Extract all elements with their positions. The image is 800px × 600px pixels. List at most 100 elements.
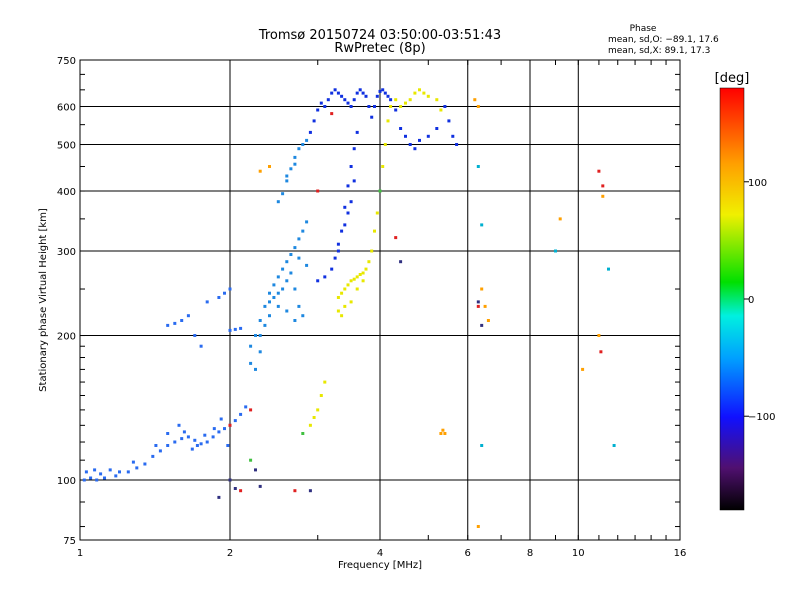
data-point: [386, 94, 390, 98]
data-point: [346, 101, 350, 105]
data-point: [190, 447, 194, 451]
data-point: [364, 94, 368, 98]
y-tick-label: 500: [57, 141, 76, 152]
colorbar-tick-label: 0: [748, 295, 754, 306]
data-point: [375, 211, 379, 215]
data-point: [352, 277, 356, 281]
data-point: [480, 323, 484, 327]
data-point: [404, 101, 407, 105]
data-point: [308, 130, 312, 134]
data-point: [336, 91, 340, 95]
data-point: [268, 165, 271, 168]
data-point: [212, 427, 216, 431]
x-tick-label: 4: [377, 548, 383, 559]
data-point: [399, 105, 403, 108]
data-point: [394, 98, 398, 102]
data-point: [205, 440, 209, 444]
data-point: [426, 94, 430, 98]
data-point: [186, 314, 190, 318]
data-point: [228, 328, 232, 332]
data-point: [289, 271, 293, 275]
data-point: [93, 468, 97, 472]
data-point: [118, 470, 121, 474]
data-point: [293, 155, 297, 159]
data-point: [254, 367, 257, 371]
data-point: [228, 423, 232, 427]
data-point: [346, 283, 350, 287]
data-point: [389, 98, 393, 102]
phase-info-line-x: mean, sd,X: 89.1, 17.3: [608, 46, 710, 56]
data-point: [319, 101, 323, 105]
data-point: [323, 275, 327, 279]
x-tick-label: 8: [527, 548, 533, 559]
data-point: [418, 138, 421, 142]
data-point: [435, 98, 439, 102]
data-point: [346, 184, 350, 188]
data-point: [340, 94, 344, 98]
y-tick-label: 75: [63, 536, 76, 547]
data-point: [268, 300, 271, 304]
data-point: [373, 105, 376, 108]
data-point: [281, 267, 285, 271]
data-point: [486, 319, 490, 322]
data-point: [301, 143, 305, 146]
data-point: [383, 143, 387, 146]
data-point: [326, 98, 330, 102]
x-tick-label: 16: [674, 548, 687, 559]
data-point: [276, 304, 280, 308]
data-point: [352, 179, 356, 183]
data-point: [343, 205, 347, 209]
colorbar-tick-label: 100: [748, 178, 767, 189]
data-point: [258, 350, 262, 354]
data-point: [361, 279, 365, 283]
data-point: [258, 319, 262, 322]
data-point: [99, 472, 103, 476]
data-point: [413, 147, 417, 151]
data-point: [289, 253, 293, 256]
data-point: [381, 165, 385, 168]
data-point: [404, 134, 407, 138]
data-point: [249, 408, 253, 412]
data-point: [349, 105, 353, 108]
data-point: [82, 478, 86, 482]
data-point: [389, 105, 393, 108]
data-point: [439, 108, 443, 112]
x-tick-label: 1: [77, 548, 83, 559]
data-point: [601, 184, 605, 188]
data-point: [297, 256, 301, 260]
data-point: [305, 263, 309, 267]
data-point: [293, 489, 297, 493]
data-point: [358, 88, 362, 92]
data-point: [480, 223, 484, 227]
data-point: [305, 220, 309, 224]
data-point: [289, 167, 293, 171]
data-point: [336, 242, 340, 246]
data-point: [276, 291, 280, 295]
data-point: [193, 438, 197, 442]
data-point: [254, 334, 257, 337]
data-point: [346, 211, 350, 215]
data-point: [293, 319, 297, 322]
data-point: [386, 119, 390, 123]
data-point: [455, 143, 459, 146]
data-point: [103, 476, 106, 480]
data-point: [316, 108, 320, 112]
data-point: [186, 435, 190, 439]
data-point: [285, 279, 289, 283]
data-point: [249, 458, 253, 462]
y-tick-label: 400: [57, 187, 76, 198]
data-point: [476, 105, 480, 108]
data-point: [558, 217, 562, 221]
data-point: [383, 91, 387, 95]
data-point: [476, 165, 480, 168]
data-point: [349, 165, 353, 168]
data-point: [607, 267, 610, 271]
data-point: [166, 323, 170, 327]
data-point: [599, 350, 603, 354]
data-point: [333, 256, 337, 260]
data-point: [203, 433, 207, 437]
chart-title: Tromsø 20150724 03:50:00-03:51:43: [258, 28, 501, 43]
data-point: [258, 334, 262, 337]
grid-lines: [80, 60, 680, 540]
data-point: [223, 291, 226, 295]
